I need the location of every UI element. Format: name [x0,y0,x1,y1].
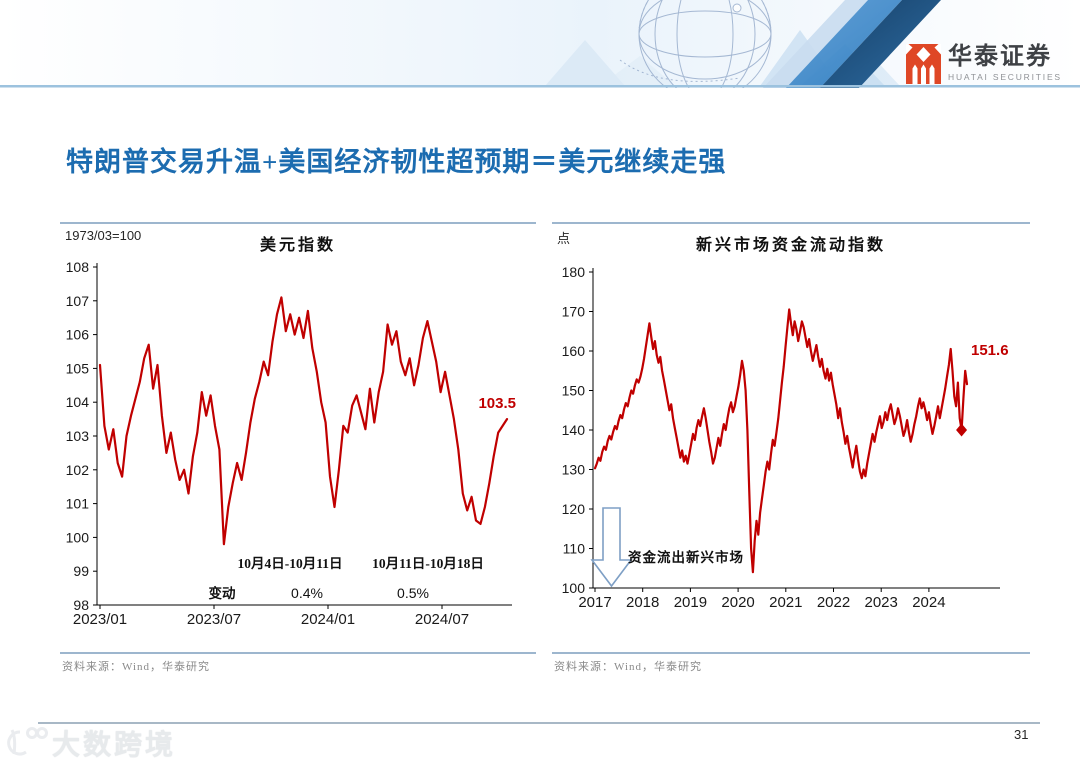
page-number: 31 [1014,727,1029,742]
right-chart-unit-label: 点 [557,231,571,246]
svg-text:102: 102 [66,462,90,478]
svg-text:100: 100 [66,529,90,545]
card-bottom-border [60,652,536,654]
svg-text:2024/01: 2024/01 [301,611,355,627]
svg-text:2022: 2022 [817,594,850,611]
svg-text:99: 99 [73,563,89,579]
latest-point-diamond-marker [956,423,968,437]
svg-text:2017: 2017 [578,594,611,611]
svg-text:160: 160 [562,343,586,359]
svg-text:170: 170 [562,304,586,320]
card-top-border [60,222,536,224]
diagonal-stripes [763,0,941,88]
svg-text:150: 150 [562,383,586,399]
watermark-100-icon [7,727,48,756]
svg-text:105: 105 [66,360,90,376]
end-value-label: 151.6 [971,342,1009,359]
down-hollow-arrow-icon [590,507,633,588]
svg-text:107: 107 [66,293,90,309]
end-value-label: 103.5 [478,395,516,412]
slide-title: 特朗普交易升温+美国经济韧性超预期＝美元继续走强 [66,147,727,177]
svg-text:130: 130 [562,462,586,478]
footer-divider-line [38,722,1040,724]
svg-text:2023/01: 2023/01 [73,611,127,627]
svg-text:10月11日-10月18日: 10月11日-10月18日 [372,556,484,571]
brand-name-cn: 华泰证券 [948,44,1052,70]
brand-name-en: HUATAI SECURITIES [948,72,1062,82]
svg-text:104: 104 [66,394,90,410]
svg-text:101: 101 [66,496,90,512]
svg-text:0.4%: 0.4% [291,585,323,601]
svg-text:0.5%: 0.5% [397,585,429,601]
svg-text:2024/07: 2024/07 [415,611,469,627]
svg-text:140: 140 [562,422,586,438]
svg-text:2018: 2018 [626,594,659,611]
svg-text:106: 106 [66,327,90,343]
watermark-text: 大数跨境 [52,729,177,760]
header-banner: 华泰证券 HUATAI SECURITIES [0,0,1080,101]
svg-text:180: 180 [562,264,586,280]
chart-card-usd-index: 1973/03=100 美元指数 108 107 106 105 104 103 102 10… [60,215,536,673]
svg-text:2023/07: 2023/07 [187,611,241,627]
brand-logo: 华泰证券 HUATAI SECURITIES [906,44,1062,84]
huatai-logo-icon [906,44,941,84]
right-chart-title: 新兴市场资金流动指数 [695,237,886,254]
data-line-series [98,296,509,546]
right-chart-source: 资料来源：Wind，华泰研究 [554,661,702,673]
svg-text:2020: 2020 [721,594,754,611]
svg-text:2023: 2023 [865,594,898,611]
svg-text:103: 103 [66,428,90,444]
svg-text:100: 100 [562,580,586,596]
svg-text:2019: 2019 [674,594,707,611]
svg-text:10月4日-10月11日: 10月4日-10月11日 [237,556,342,571]
header-decoration [0,0,1080,101]
card-top-border [552,222,1030,224]
left-chart-source: 资料来源：Wind，华泰研究 [62,661,210,673]
svg-text:110: 110 [563,541,586,557]
watermark: 大数跨境 [6,723,176,763]
data-line-series [593,308,969,574]
svg-text:2024: 2024 [912,594,945,611]
card-bottom-border [552,652,1030,654]
svg-text:108: 108 [66,259,90,275]
svg-text:2021: 2021 [769,594,802,611]
svg-text:变动: 变动 [209,585,236,601]
svg-text:120: 120 [562,501,586,517]
chart-card-em-flow-index: 点 新兴市场资金流动指数 180 170 160 150 140 130 120 110 100… [552,215,1030,673]
left-chart-unit-label: 1973/03=100 [65,228,142,243]
left-chart-title: 美元指数 [259,237,336,254]
capital-outflow-annotation: 资金流出新兴市场 [628,549,744,565]
svg-text:98: 98 [73,597,89,613]
header-divider-line [0,85,1080,88]
